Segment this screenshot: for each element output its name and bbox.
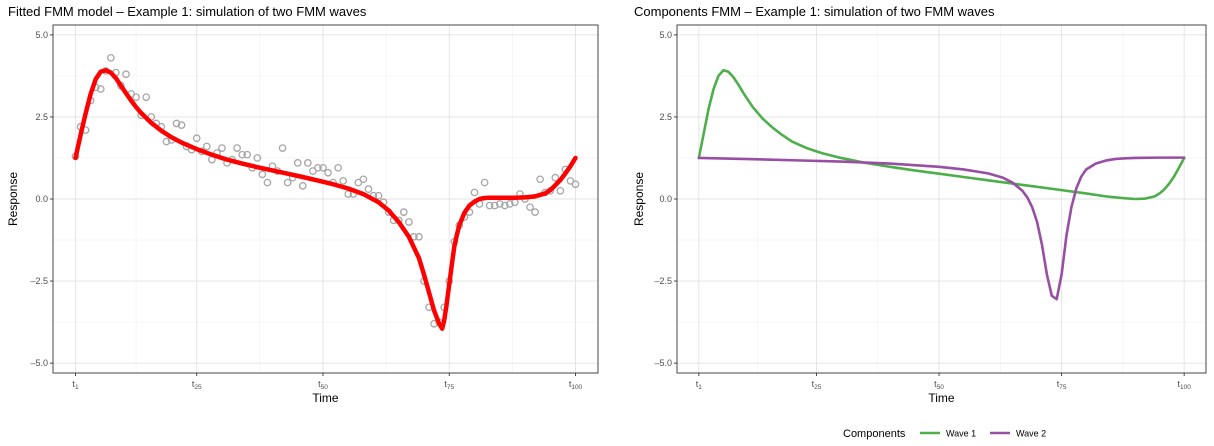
x-tick-label: t1 bbox=[72, 379, 79, 391]
observed-point bbox=[536, 175, 545, 184]
x-axis-title: Time bbox=[312, 391, 339, 405]
legend: Components Wave 1 Wave 2 bbox=[843, 428, 1046, 440]
y-tick-label: –2.5 bbox=[30, 276, 48, 286]
observed-point bbox=[324, 168, 332, 177]
observed-point bbox=[374, 191, 383, 200]
observed-point bbox=[122, 70, 130, 79]
observed-point bbox=[364, 185, 373, 193]
data-layer bbox=[697, 69, 1186, 301]
x-tick-label: t75 bbox=[444, 379, 454, 391]
series-line-wave-1 bbox=[697, 69, 1186, 201]
legend-title: Components bbox=[843, 428, 906, 440]
x-tick-label: t50 bbox=[934, 379, 944, 391]
x-tick-label: t100 bbox=[1177, 379, 1191, 391]
observed-point bbox=[202, 142, 211, 151]
x-tick-label: t100 bbox=[569, 379, 583, 391]
observed-point bbox=[243, 150, 252, 159]
y-axis-title: Response bbox=[632, 172, 646, 226]
observed-point bbox=[495, 200, 504, 208]
observed-point bbox=[500, 201, 509, 210]
observed-point bbox=[278, 144, 287, 152]
observed-point bbox=[505, 200, 514, 208]
data-layer bbox=[71, 53, 580, 331]
x-tick-label: t50 bbox=[318, 379, 328, 391]
x-tick-label: t1 bbox=[696, 379, 703, 391]
observed-point bbox=[192, 134, 201, 143]
observed-point bbox=[283, 178, 292, 187]
legend-label: Wave 1 bbox=[946, 429, 976, 439]
observed-point bbox=[162, 137, 171, 146]
observed-point bbox=[399, 208, 408, 216]
observed-point bbox=[334, 163, 342, 172]
y-tick-label: 2.5 bbox=[35, 112, 48, 122]
y-tick-label: 0.0 bbox=[659, 194, 672, 204]
y-tick-label: –5.0 bbox=[654, 358, 672, 368]
components-panel: 5.0 2.5 0.0 –2.5 –5.0 t1 t25 t50 t75 t100 Componen… bbox=[632, 4, 1207, 405]
chart-title: Components FMM – Example 1: simulation o… bbox=[634, 4, 995, 19]
observed-point bbox=[177, 121, 186, 129]
y-tick-label: –2.5 bbox=[654, 276, 672, 286]
observed-point bbox=[571, 180, 580, 189]
observed-point bbox=[263, 178, 272, 187]
observed-point bbox=[293, 159, 302, 167]
observed-point bbox=[415, 232, 423, 241]
legend-label: Wave 2 bbox=[1016, 429, 1046, 439]
observed-point bbox=[258, 170, 267, 179]
y-axis-title: Response bbox=[6, 172, 20, 226]
observed-point bbox=[470, 188, 479, 197]
observed-point bbox=[298, 182, 307, 190]
y-tick-label: 5.0 bbox=[659, 30, 672, 40]
x-axis-title: Time bbox=[928, 391, 955, 405]
observed-point bbox=[96, 85, 105, 93]
observed-point bbox=[107, 53, 115, 62]
x-tick-label: t25 bbox=[192, 379, 202, 391]
y-tick-label: –5.0 bbox=[30, 358, 48, 368]
observed-point bbox=[218, 144, 226, 152]
chart-title: Fitted FMM model – Example 1: simulation… bbox=[8, 4, 367, 19]
series-line-wave-2 bbox=[697, 156, 1186, 301]
observed-point bbox=[319, 163, 327, 172]
y-tick-label: 2.5 bbox=[659, 112, 672, 122]
y-tick-label: 5.0 bbox=[35, 30, 48, 40]
observed-point bbox=[303, 159, 312, 167]
observed-point bbox=[531, 208, 539, 216]
observed-point bbox=[172, 119, 181, 128]
observed-point bbox=[404, 218, 413, 226]
observed-point bbox=[142, 93, 151, 102]
y-tick-label: 0.0 bbox=[35, 194, 48, 204]
observed-point bbox=[339, 177, 348, 185]
observed-point bbox=[556, 186, 565, 195]
observed-point bbox=[490, 201, 499, 210]
x-tick-label: t25 bbox=[812, 379, 822, 391]
observed-point bbox=[526, 203, 534, 212]
fitted-model-panel: 5.0 2.5 0.0 –2.5 –5.0 t1 t25 t50 t75 t100 Fitted F… bbox=[6, 4, 599, 405]
observed-point bbox=[314, 163, 322, 172]
x-tick-label: t75 bbox=[1057, 379, 1067, 391]
observed-point bbox=[480, 178, 489, 187]
observed-point bbox=[132, 93, 140, 102]
observed-point bbox=[253, 154, 262, 162]
observed-point bbox=[485, 201, 494, 210]
observed-point bbox=[551, 173, 560, 182]
observed-point bbox=[238, 150, 247, 159]
observed-point bbox=[359, 175, 368, 184]
observed-point bbox=[233, 144, 241, 152]
fitted-line bbox=[73, 68, 578, 331]
